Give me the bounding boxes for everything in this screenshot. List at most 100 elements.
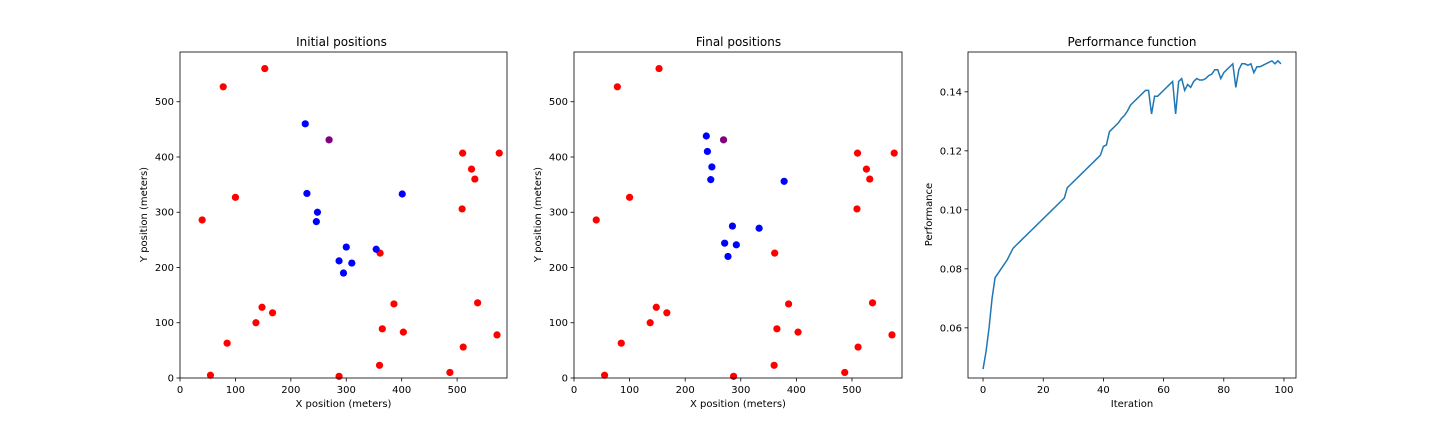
final-point-s0-22 — [841, 368, 849, 377]
final-point-s0-15 — [784, 300, 793, 308]
final-point-s0-14 — [771, 249, 779, 257]
final-point-s1-7 — [721, 239, 729, 247]
initial-point-s0-9 — [459, 149, 467, 157]
initial-ytick-label-0: 0 — [168, 374, 174, 385]
initial-point-s0-11 — [471, 175, 479, 183]
final-point-s1-5 — [728, 222, 737, 230]
final-point-s0-16 — [868, 299, 877, 307]
initial-xtick-label-5: 500 — [448, 385, 467, 396]
initial-point-s0-13 — [458, 205, 466, 213]
final-positions-ylabel: Y position (meters) — [533, 167, 544, 263]
final-point-s1-2 — [708, 163, 716, 171]
performance-xtick-label-3: 60 — [1157, 385, 1170, 396]
performance-series-line-0 — [982, 59, 1282, 370]
final-ytick-label-2: 200 — [549, 263, 568, 274]
performance-axes-frame — [967, 51, 1297, 379]
initial-point-s0-2 — [198, 216, 206, 224]
initial-xtick-label-0: 0 — [177, 385, 183, 396]
initial-positions-xlabel: X position (meters) — [296, 399, 392, 410]
final-point-s2-0 — [719, 136, 728, 144]
final-point-s0-19 — [888, 331, 896, 339]
performance-ytick-label-0: 0.06 — [940, 323, 962, 334]
initial-point-s1-6 — [348, 259, 356, 267]
initial-point-s1-9 — [398, 190, 406, 198]
final-xtick-label-3: 300 — [731, 385, 750, 396]
final-point-s0-10 — [862, 165, 871, 173]
final-point-s0-0 — [613, 83, 621, 91]
final-point-s1-6 — [755, 224, 763, 232]
initial-point-s0-20 — [459, 343, 467, 351]
final-point-s0-7 — [617, 339, 625, 347]
initial-xtick-label-4: 400 — [392, 385, 411, 396]
initial-point-s1-7 — [339, 269, 348, 277]
initial-ytick-label-5: 500 — [155, 97, 174, 108]
final-point-s1-8 — [732, 241, 740, 249]
final-positions-xlabel: X position (meters) — [690, 399, 786, 410]
performance-xtick-label-4: 80 — [1217, 385, 1230, 396]
initial-ytick-label-3: 300 — [155, 208, 174, 219]
initial-axes-frame — [179, 51, 508, 379]
initial-point-s0-15 — [390, 300, 398, 308]
initial-point-s0-8 — [206, 371, 215, 379]
initial-point-s0-1 — [261, 64, 269, 73]
final-ytick-label-3: 300 — [549, 208, 568, 219]
performance-panel: Performance function Iteration Performan… — [924, 35, 1297, 410]
final-axes-frame — [573, 51, 903, 379]
performance-ylabel: Performance — [924, 183, 935, 246]
final-xtick-label-1: 100 — [620, 385, 639, 396]
final-positions-title: Final positions — [696, 35, 781, 49]
final-point-s0-23 — [729, 372, 738, 380]
final-point-s1-3 — [707, 176, 715, 184]
final-xtick-label-0: 0 — [571, 385, 577, 396]
final-point-s1-9 — [724, 252, 732, 261]
initial-xtick-label-3: 300 — [337, 385, 356, 396]
initial-point-s0-12 — [495, 149, 503, 157]
final-ytick-label-1: 100 — [549, 318, 568, 329]
performance-ytick-label-1: 0.08 — [940, 264, 962, 275]
final-ytick-label-5: 500 — [549, 97, 568, 108]
initial-point-s1-5 — [335, 257, 343, 265]
final-point-s0-3 — [625, 193, 634, 201]
performance-title: Performance function — [1068, 35, 1197, 49]
final-point-s0-6 — [646, 319, 654, 327]
initial-point-s0-5 — [268, 309, 277, 317]
final-point-s0-21 — [770, 361, 778, 369]
initial-point-s2-0 — [325, 136, 333, 144]
final-point-s0-12 — [890, 149, 898, 157]
final-point-s0-8 — [600, 371, 609, 379]
initial-point-s0-0 — [219, 83, 227, 91]
initial-ytick-label-2: 200 — [155, 263, 174, 274]
final-point-s0-5 — [663, 309, 671, 317]
initial-positions-ylabel: Y position (meters) — [139, 167, 150, 263]
final-point-s0-1 — [655, 64, 663, 73]
initial-point-s0-6 — [252, 319, 260, 327]
initial-point-s0-4 — [258, 303, 266, 311]
initial-point-s0-18 — [399, 328, 407, 336]
performance-xtick-label-1: 20 — [1037, 385, 1050, 396]
initial-positions-panel: Initial positions X position (meters) Y … — [139, 35, 508, 410]
final-positions-panel: Final positions X position (meters) Y po… — [533, 35, 903, 410]
initial-xtick-label-1: 100 — [226, 385, 245, 396]
initial-point-s1-4 — [342, 243, 350, 251]
initial-positions-title: Initial positions — [296, 35, 387, 49]
final-point-s0-20 — [854, 343, 862, 351]
performance-xlabel: Iteration — [1111, 399, 1153, 410]
final-ytick-label-4: 400 — [549, 152, 568, 163]
performance-ytick-label-3: 0.12 — [940, 146, 962, 157]
final-point-s1-1 — [703, 147, 712, 156]
final-point-s0-9 — [853, 149, 862, 157]
final-xtick-label-2: 200 — [676, 385, 695, 396]
final-ytick-label-0: 0 — [562, 374, 568, 385]
initial-point-s0-16 — [474, 299, 482, 307]
final-xtick-label-4: 400 — [787, 385, 806, 396]
final-point-s0-4 — [652, 303, 660, 311]
final-point-s1-4 — [780, 177, 788, 185]
initial-point-s1-8 — [372, 245, 380, 253]
performance-ytick-label-2: 0.10 — [940, 205, 962, 216]
final-point-s1-0 — [702, 132, 710, 140]
initial-point-s0-7 — [223, 339, 231, 347]
initial-point-s0-17 — [378, 325, 386, 333]
initial-point-s0-3 — [231, 193, 240, 201]
performance-ytick-label-4: 0.14 — [940, 87, 962, 98]
initial-point-s0-19 — [493, 331, 501, 339]
